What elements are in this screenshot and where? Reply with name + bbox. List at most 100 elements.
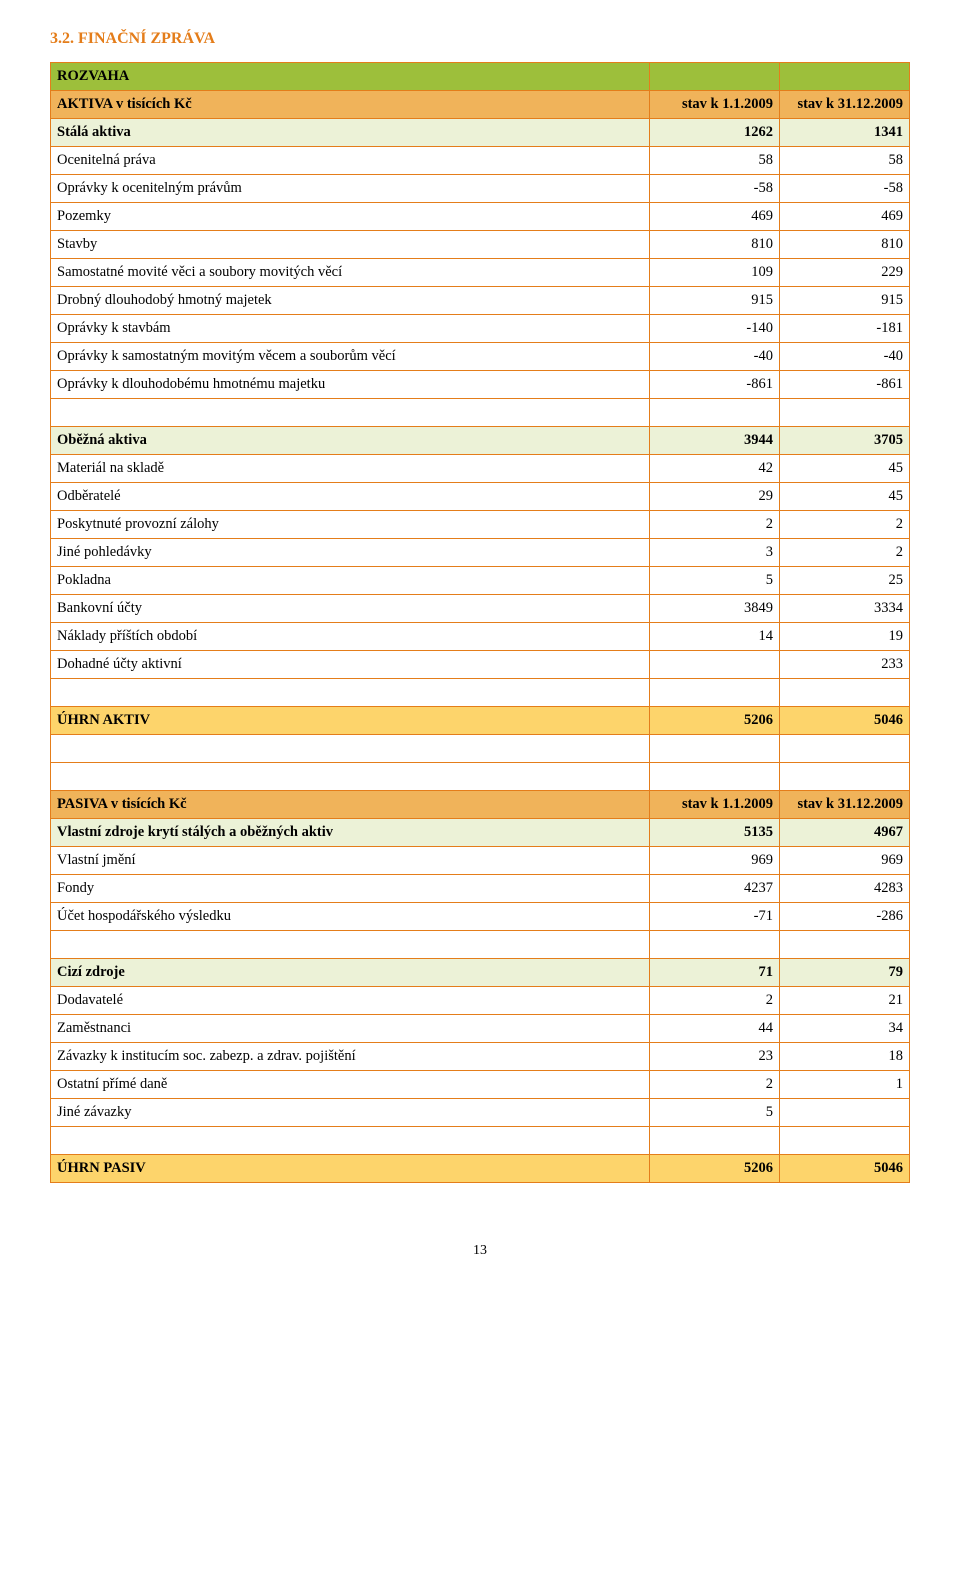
row-label: Vlastní jmění — [51, 847, 650, 875]
table-row: Stavby810810 — [51, 231, 910, 259]
pasiva-header-row: PASIVA v tisících Kč stav k 1.1.2009 sta… — [51, 791, 910, 819]
row-value-1: -140 — [650, 315, 780, 343]
row-value-1: 23 — [650, 1043, 780, 1071]
row-value-2: -40 — [780, 343, 910, 371]
row-value-1 — [650, 651, 780, 679]
table-row: Vlastní zdroje krytí stálých a oběžných … — [51, 819, 910, 847]
rozvaha-header: ROZVAHA — [51, 63, 910, 91]
uhrn-pasiv-v2: 5046 — [780, 1155, 910, 1183]
row-value-2: 810 — [780, 231, 910, 259]
blank-cell — [650, 63, 780, 91]
table-row: Ostatní přímé daně21 — [51, 1071, 910, 1099]
row-value-1: 42 — [650, 455, 780, 483]
row-value-2: 915 — [780, 287, 910, 315]
row-value-2: 233 — [780, 651, 910, 679]
blank-row — [51, 1127, 910, 1155]
row-value-2: -861 — [780, 371, 910, 399]
table-row: Pokladna525 — [51, 567, 910, 595]
row-label: Zaměstnanci — [51, 1015, 650, 1043]
uhrn-pasiv-row: ÚHRN PASIV 5206 5046 — [51, 1155, 910, 1183]
row-label: Dodavatelé — [51, 987, 650, 1015]
table-row: Odběratelé2945 — [51, 483, 910, 511]
col1-header: stav k 1.1.2009 — [650, 91, 780, 119]
row-value-2: 2 — [780, 539, 910, 567]
table-row: Závazky k institucím soc. zabezp. a zdra… — [51, 1043, 910, 1071]
row-value-2: 25 — [780, 567, 910, 595]
row-value-2: 2 — [780, 511, 910, 539]
row-label: Jiné pohledávky — [51, 539, 650, 567]
row-label: Drobný dlouhodobý hmotný majetek — [51, 287, 650, 315]
table-row: Náklady příštích období1419 — [51, 623, 910, 651]
row-value-2: -58 — [780, 175, 910, 203]
row-value-1: -71 — [650, 903, 780, 931]
blank-row — [51, 679, 910, 707]
row-value-1: 5135 — [650, 819, 780, 847]
row-value-2: 4967 — [780, 819, 910, 847]
row-value-1: 969 — [650, 847, 780, 875]
uhrn-aktiv-row: ÚHRN AKTIV 5206 5046 — [51, 707, 910, 735]
table-row: Účet hospodářského výsledku-71-286 — [51, 903, 910, 931]
row-label: Odběratelé — [51, 483, 650, 511]
aktiva-header: AKTIVA v tisících Kč — [51, 91, 650, 119]
row-value-1: 3944 — [650, 427, 780, 455]
row-value-2: 469 — [780, 203, 910, 231]
blank-row — [51, 735, 910, 763]
row-value-2 — [780, 1099, 910, 1127]
aktiva-header-row: AKTIVA v tisících Kč stav k 1.1.2009 sta… — [51, 91, 910, 119]
table-row: Samostatné movité věci a soubory movitýc… — [51, 259, 910, 287]
blank-cell — [780, 63, 910, 91]
row-label: Oprávky k ocenitelným právům — [51, 175, 650, 203]
table-row: Zaměstnanci4434 — [51, 1015, 910, 1043]
col1-header: stav k 1.1.2009 — [650, 791, 780, 819]
row-value-2: 45 — [780, 455, 910, 483]
table-row: Fondy42374283 — [51, 875, 910, 903]
table-row: Oprávky k samostatným movitým věcem a so… — [51, 343, 910, 371]
row-value-1: 915 — [650, 287, 780, 315]
row-value-1: -40 — [650, 343, 780, 371]
row-label: Poskytnuté provozní zálohy — [51, 511, 650, 539]
row-value-1: -861 — [650, 371, 780, 399]
row-value-2: 229 — [780, 259, 910, 287]
table-row: Poskytnuté provozní zálohy22 — [51, 511, 910, 539]
table-row: Cizí zdroje7179 — [51, 959, 910, 987]
row-value-1: 469 — [650, 203, 780, 231]
row-value-2: 3705 — [780, 427, 910, 455]
table-row: Jiné závazky5 — [51, 1099, 910, 1127]
row-value-1: 5 — [650, 1099, 780, 1127]
row-label: Stavby — [51, 231, 650, 259]
uhrn-aktiv-v1: 5206 — [650, 707, 780, 735]
row-value-1: 3 — [650, 539, 780, 567]
row-label: Oprávky k samostatným movitým věcem a so… — [51, 343, 650, 371]
table-row: Oprávky k ocenitelným právům-58-58 — [51, 175, 910, 203]
row-label: Bankovní účty — [51, 595, 650, 623]
row-label: Stálá aktiva — [51, 119, 650, 147]
row-value-2: 45 — [780, 483, 910, 511]
row-value-1: 2 — [650, 511, 780, 539]
row-value-1: 4237 — [650, 875, 780, 903]
row-value-2: 1341 — [780, 119, 910, 147]
row-value-2: -286 — [780, 903, 910, 931]
row-label: Ostatní přímé daně — [51, 1071, 650, 1099]
row-value-2: -181 — [780, 315, 910, 343]
table-row: Dodavatelé221 — [51, 987, 910, 1015]
row-label: Oprávky k dlouhodobému hmotnému majetku — [51, 371, 650, 399]
balance-table: ROZVAHA AKTIVA v tisících Kč stav k 1.1.… — [50, 62, 910, 1183]
row-value-2: 34 — [780, 1015, 910, 1043]
table-row: Bankovní účty38493334 — [51, 595, 910, 623]
row-value-1: 71 — [650, 959, 780, 987]
table-row: Ocenitelná práva5858 — [51, 147, 910, 175]
row-value-2: 18 — [780, 1043, 910, 1071]
uhrn-pasiv-label: ÚHRN PASIV — [51, 1155, 650, 1183]
row-value-1: 58 — [650, 147, 780, 175]
col2-header: stav k 31.12.2009 — [780, 791, 910, 819]
row-value-1: 14 — [650, 623, 780, 651]
row-value-1: 2 — [650, 987, 780, 1015]
row-value-1: 3849 — [650, 595, 780, 623]
row-value-1: 2 — [650, 1071, 780, 1099]
row-value-2: 969 — [780, 847, 910, 875]
row-label: Materiál na skladě — [51, 455, 650, 483]
row-label: Cizí zdroje — [51, 959, 650, 987]
uhrn-pasiv-v1: 5206 — [650, 1155, 780, 1183]
table-row: Drobný dlouhodobý hmotný majetek915915 — [51, 287, 910, 315]
table-row: Stálá aktiva12621341 — [51, 119, 910, 147]
